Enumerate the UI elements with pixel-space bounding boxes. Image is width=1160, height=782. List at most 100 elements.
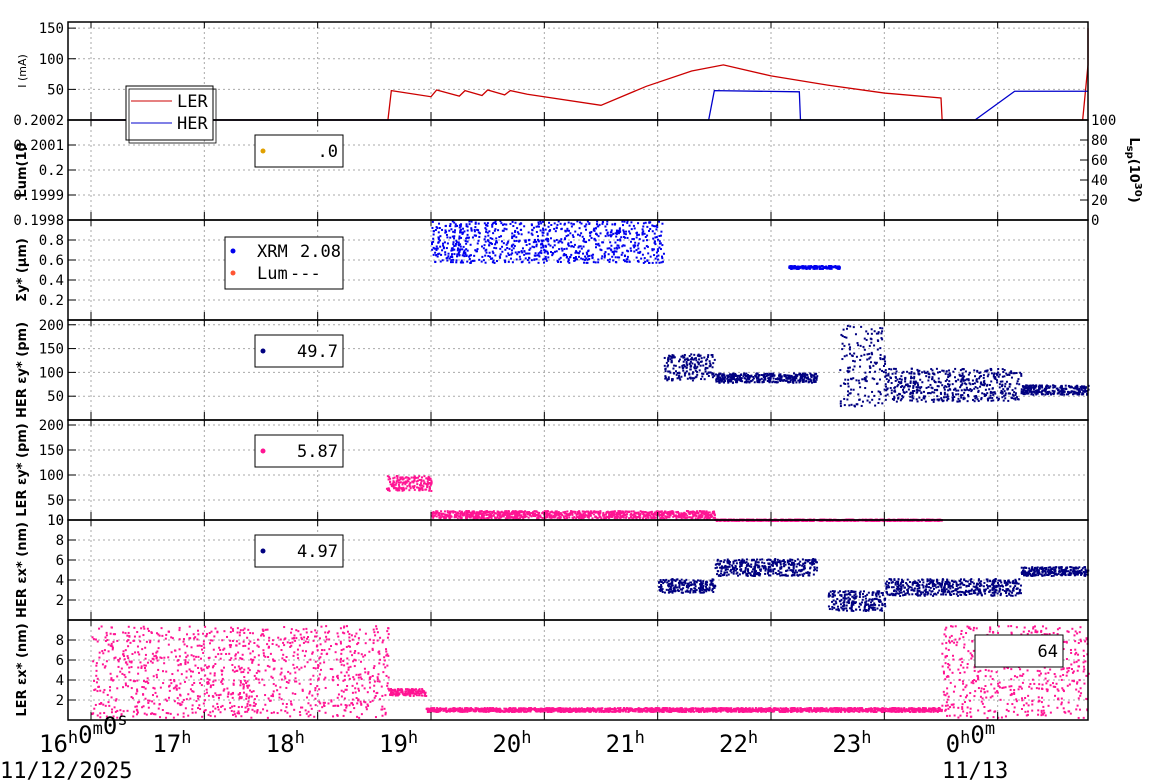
data-point xyxy=(815,372,818,375)
data-point xyxy=(446,511,449,514)
data-point xyxy=(445,233,448,236)
data-point xyxy=(923,370,926,373)
data-point xyxy=(728,380,731,383)
data-point xyxy=(664,376,667,379)
data-point xyxy=(514,251,517,254)
data-point xyxy=(1078,388,1081,391)
data-point xyxy=(645,245,648,248)
data-point xyxy=(563,517,566,520)
data-point xyxy=(658,589,661,592)
data-point xyxy=(695,375,698,378)
data-point xyxy=(955,389,958,392)
data-point xyxy=(622,235,625,238)
data-point xyxy=(867,395,870,398)
data-point xyxy=(748,381,751,384)
data-point xyxy=(900,397,903,400)
data-point xyxy=(875,519,878,522)
data-point xyxy=(735,381,738,384)
data-point xyxy=(1002,399,1005,402)
data-point xyxy=(853,352,856,355)
data-point xyxy=(903,385,906,388)
data-point xyxy=(473,230,476,233)
data-point xyxy=(637,222,640,225)
data-point xyxy=(549,237,552,240)
data-point xyxy=(510,253,513,256)
data-point xyxy=(693,514,696,517)
data-point xyxy=(580,232,583,235)
data-point xyxy=(973,400,976,403)
data-point xyxy=(408,478,411,481)
data-point xyxy=(659,248,662,251)
data-point xyxy=(960,374,963,377)
data-point xyxy=(839,402,842,405)
data-point xyxy=(1041,393,1044,396)
data-point xyxy=(965,386,968,389)
data-point xyxy=(457,243,460,246)
data-point xyxy=(1029,389,1032,392)
data-point xyxy=(670,584,673,587)
data-point xyxy=(565,256,568,259)
data-point xyxy=(831,265,834,268)
data-point xyxy=(683,580,686,583)
data-point xyxy=(400,487,403,490)
data-point xyxy=(609,235,612,238)
data-point xyxy=(536,517,539,520)
data-point xyxy=(710,354,713,357)
data-point xyxy=(961,368,964,371)
data-point xyxy=(558,248,561,251)
data-point xyxy=(946,395,949,398)
data-point xyxy=(507,260,510,263)
data-point xyxy=(968,371,971,374)
data-point xyxy=(518,510,521,513)
data-point xyxy=(956,400,959,403)
data-point xyxy=(397,483,400,486)
data-point xyxy=(688,355,691,358)
data-point xyxy=(965,378,968,381)
data-point xyxy=(940,392,943,395)
data-point xyxy=(642,225,645,228)
data-point xyxy=(856,342,859,345)
data-point xyxy=(542,244,545,247)
data-point xyxy=(417,486,420,489)
data-point xyxy=(396,479,399,482)
data-point xyxy=(445,516,448,519)
data-point xyxy=(871,398,874,401)
data-point xyxy=(472,517,475,520)
data-point xyxy=(764,569,767,572)
data-point xyxy=(397,487,400,490)
data-point xyxy=(878,368,881,371)
data-point xyxy=(661,244,664,247)
data-point xyxy=(512,247,515,250)
data-point xyxy=(695,367,698,370)
data-point xyxy=(646,259,649,262)
data-point xyxy=(590,254,593,257)
data-point xyxy=(511,252,514,255)
data-point xyxy=(977,390,980,393)
data-point xyxy=(900,378,903,381)
data-point xyxy=(674,580,677,583)
data-point xyxy=(580,257,583,260)
data-point xyxy=(982,381,985,384)
data-point xyxy=(825,267,828,270)
data-point xyxy=(839,519,842,522)
data-point xyxy=(1020,388,1023,391)
data-point xyxy=(1028,384,1031,387)
data-point xyxy=(742,375,745,378)
data-point xyxy=(667,370,670,373)
data-point xyxy=(608,260,611,263)
data-point xyxy=(552,511,555,514)
data-point xyxy=(504,259,507,262)
data-point xyxy=(576,516,579,519)
data-point xyxy=(945,370,948,373)
data-point xyxy=(576,512,579,515)
data-point xyxy=(642,222,645,225)
data-point xyxy=(610,511,613,514)
data-point xyxy=(404,483,407,486)
data-point xyxy=(943,386,946,389)
data-point xyxy=(1041,386,1044,389)
data-point xyxy=(488,241,491,244)
data-point xyxy=(799,378,802,381)
data-point xyxy=(897,397,900,400)
data-point xyxy=(893,395,896,398)
data-point xyxy=(978,375,981,378)
